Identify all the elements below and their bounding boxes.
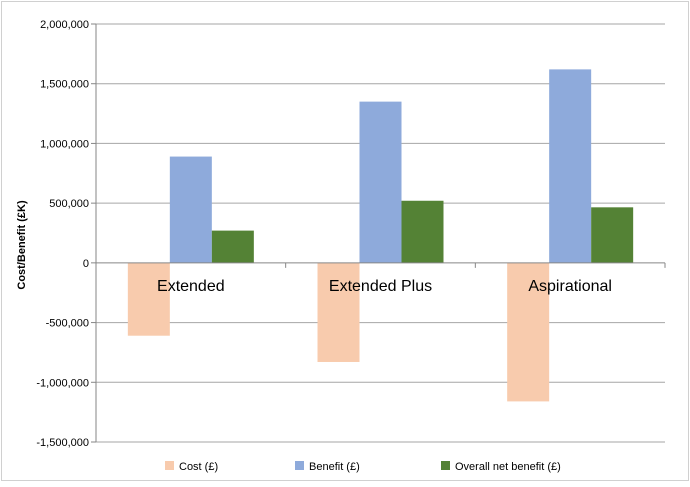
x-category-label: Extended	[157, 278, 225, 295]
legend-swatch	[441, 461, 450, 470]
legend-label: Benefit (£)	[309, 461, 360, 473]
bars	[127, 69, 634, 402]
y-tick-label: 500,000	[49, 198, 89, 210]
y-tick-label: 0	[83, 258, 89, 270]
y-axis-title: Cost/Benefit (£K)	[16, 200, 28, 290]
bar-benefit	[359, 101, 402, 263]
legend: Cost (£) Benefit (£) Overall net benefit (…	[165, 461, 561, 473]
y-tick-label: -1,000,000	[36, 377, 89, 389]
bar-benefit	[169, 156, 212, 263]
labels: 2,000,000 1,500,000 1,000,000 500,000 0 -500,…	[36, 19, 612, 449]
y-tick-label: -1,500,000	[36, 437, 89, 449]
x-category-label: Extended Plus	[329, 278, 432, 295]
bar-net-benefit	[211, 230, 254, 263]
bar-cost	[507, 262, 550, 402]
legend-swatch	[165, 461, 174, 470]
bar-net-benefit	[401, 200, 444, 263]
axes	[91, 23, 666, 443]
y-tick-label: 1,000,000	[40, 138, 89, 150]
legend-swatch	[295, 461, 304, 470]
legend-label: Cost (£)	[179, 461, 218, 473]
y-tick-label: 1,500,000	[40, 79, 89, 91]
bar-benefit	[549, 69, 592, 263]
x-category-label: Aspirational	[528, 278, 612, 295]
bar-cost	[317, 262, 360, 362]
bar-cost	[127, 262, 170, 336]
y-tick-label: -500,000	[46, 318, 89, 330]
legend-label: Overall net benefit (£)	[455, 461, 561, 473]
bar-net-benefit	[591, 207, 634, 263]
y-tick-label: 2,000,000	[40, 19, 89, 31]
